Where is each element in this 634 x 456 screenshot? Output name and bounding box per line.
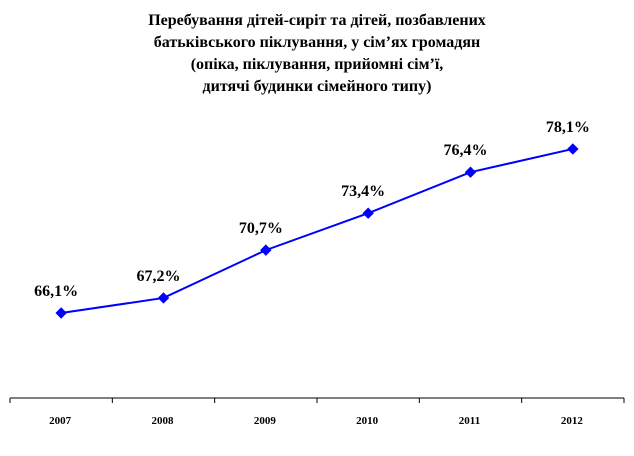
data-label: 66,1% [34,283,78,300]
x-tick-label: 2007 [49,415,72,427]
data-labels: 66,1% 67,2% 70,7% 73,4% 76,4% 78,1% [34,119,590,300]
data-point-marker [362,207,374,219]
series-markers [55,143,579,319]
x-tick-label: 2011 [459,415,480,427]
data-point-marker [55,307,67,319]
chart-title: Перебування дітей-сиріт та дітей, позбав… [0,10,634,98]
data-label: 78,1% [546,119,590,136]
data-point-marker [464,166,477,178]
x-axis [9,397,625,403]
chart-title-line-1: Перебування дітей-сиріт та дітей, позбав… [148,12,486,29]
x-tick-label: 2008 [152,415,175,427]
data-label: 70,7% [239,220,283,237]
series-line [61,147,574,314]
chart-title-line-4: дитячі будинки сімейного типу) [202,78,432,95]
data-label: 76,4% [444,142,488,159]
data-point-marker [157,292,170,304]
series-line-group [61,147,574,314]
data-label: 73,4% [341,183,385,200]
data-label: 67,2% [137,268,181,285]
x-tick-label: 2012 [561,415,584,427]
x-tick-labels: 2007 2008 2009 2010 2011 2012 [49,415,583,427]
data-point-marker [567,143,579,155]
chart-title-line-2: батьківського піклування, у сім’ях грома… [153,34,481,51]
x-tick-label: 2009 [254,415,277,427]
chart-title-line-3: (опіка, піклування, прийомні сім’ї, [190,56,444,73]
data-point-marker [260,244,272,256]
x-tick-label: 2010 [356,415,379,427]
